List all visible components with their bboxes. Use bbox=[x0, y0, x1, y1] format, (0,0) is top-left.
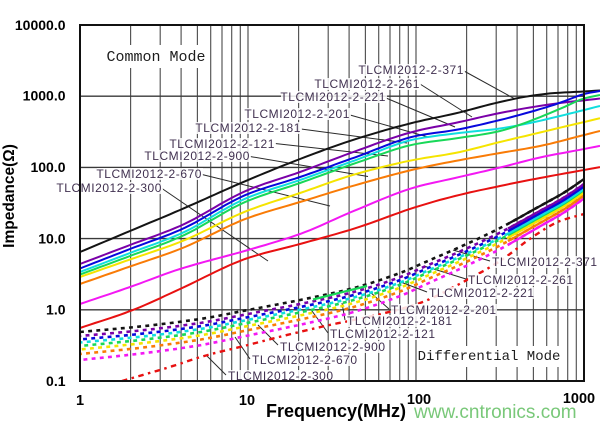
svg-text:TLCMI2012-2-371: TLCMI2012-2-371 bbox=[358, 63, 464, 77]
svg-text:10.0: 10.0 bbox=[38, 231, 65, 247]
svg-text:TLCMI2012-2-670: TLCMI2012-2-670 bbox=[96, 167, 202, 181]
svg-text:TLCMI2012-2-201: TLCMI2012-2-201 bbox=[391, 303, 497, 317]
svg-text:TLCMI2012-2-221: TLCMI2012-2-221 bbox=[280, 90, 386, 104]
svg-text:www.cntronics.com: www.cntronics.com bbox=[413, 402, 577, 423]
svg-text:Differential Mode: Differential Mode bbox=[418, 349, 561, 365]
svg-text:Impedance(Ω): Impedance(Ω) bbox=[1, 144, 18, 248]
svg-text:10000.0: 10000.0 bbox=[15, 17, 66, 33]
svg-text:TLCMI2012-2-371: TLCMI2012-2-371 bbox=[492, 255, 598, 269]
svg-text:10: 10 bbox=[239, 393, 255, 409]
svg-text:100: 100 bbox=[407, 392, 431, 408]
svg-text:TLCMI2012-2-900: TLCMI2012-2-900 bbox=[144, 149, 250, 163]
svg-text:TLCMI2012-2-900: TLCMI2012-2-900 bbox=[280, 340, 386, 354]
svg-text:TLCMI2012-2-121: TLCMI2012-2-121 bbox=[169, 137, 275, 151]
svg-text:Common Mode: Common Mode bbox=[106, 49, 205, 66]
svg-text:TLCMI2012-2-300: TLCMI2012-2-300 bbox=[56, 181, 162, 195]
svg-text:1000: 1000 bbox=[563, 391, 595, 407]
svg-text:0.1: 0.1 bbox=[46, 373, 66, 389]
svg-text:TLCMI2012-2-181: TLCMI2012-2-181 bbox=[195, 121, 301, 135]
svg-text:TLCMI2012-2-121: TLCMI2012-2-121 bbox=[330, 327, 436, 341]
svg-text:TLCMI2012-2-221: TLCMI2012-2-221 bbox=[429, 286, 535, 300]
svg-text:Frequency(MHz): Frequency(MHz) bbox=[266, 401, 406, 421]
svg-text:1: 1 bbox=[76, 393, 84, 409]
svg-text:1.0: 1.0 bbox=[46, 302, 66, 318]
svg-text:100.0: 100.0 bbox=[30, 159, 65, 175]
svg-text:TLCMI2012-2-181: TLCMI2012-2-181 bbox=[347, 314, 453, 328]
svg-text:TLCMI2012-2-261: TLCMI2012-2-261 bbox=[468, 273, 574, 287]
svg-text:TLCMI2012-2-670: TLCMI2012-2-670 bbox=[252, 353, 358, 367]
svg-text:TLCMI2012-2-261: TLCMI2012-2-261 bbox=[314, 77, 420, 91]
svg-text:TLCMI2012-2-201: TLCMI2012-2-201 bbox=[244, 107, 350, 121]
svg-text:1000.0: 1000.0 bbox=[23, 88, 66, 104]
svg-text:TLCMI2012-2-300: TLCMI2012-2-300 bbox=[228, 369, 334, 383]
